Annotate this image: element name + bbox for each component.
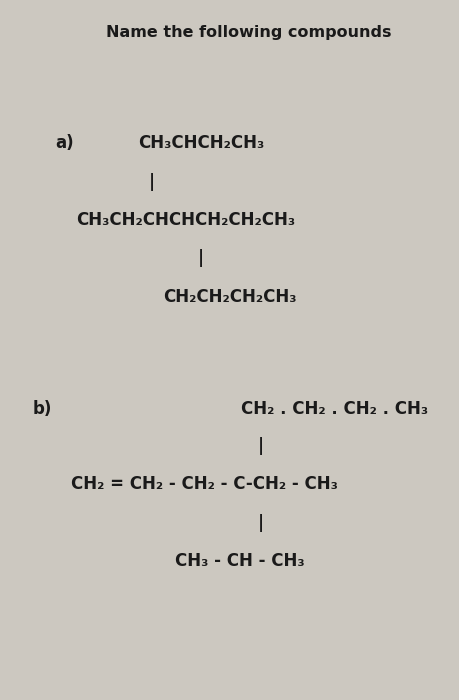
- Text: |: |: [257, 437, 263, 455]
- Text: |: |: [148, 173, 154, 191]
- Text: |: |: [257, 514, 263, 532]
- Text: Name the following compounds: Name the following compounds: [106, 25, 390, 39]
- Text: |: |: [197, 249, 203, 267]
- Text: CH₂CH₂CH₂CH₃: CH₂CH₂CH₂CH₃: [163, 288, 296, 306]
- Text: CH₃ - CH - CH₃: CH₃ - CH - CH₃: [174, 552, 304, 570]
- Text: a): a): [55, 134, 73, 153]
- Text: CH₃CH₂CHCHCH₂CH₂CH₃: CH₃CH₂CHCHCH₂CH₂CH₃: [76, 211, 294, 229]
- Text: CH₂ = CH₂ - CH₂ - C-CH₂ - CH₃: CH₂ = CH₂ - CH₂ - C-CH₂ - CH₃: [71, 475, 337, 493]
- Text: CH₃CHCH₂CH₃: CH₃CHCH₂CH₃: [138, 134, 263, 153]
- Text: b): b): [32, 400, 51, 419]
- Text: CH₂ . CH₂ . CH₂ . CH₃: CH₂ . CH₂ . CH₂ . CH₃: [241, 400, 428, 419]
